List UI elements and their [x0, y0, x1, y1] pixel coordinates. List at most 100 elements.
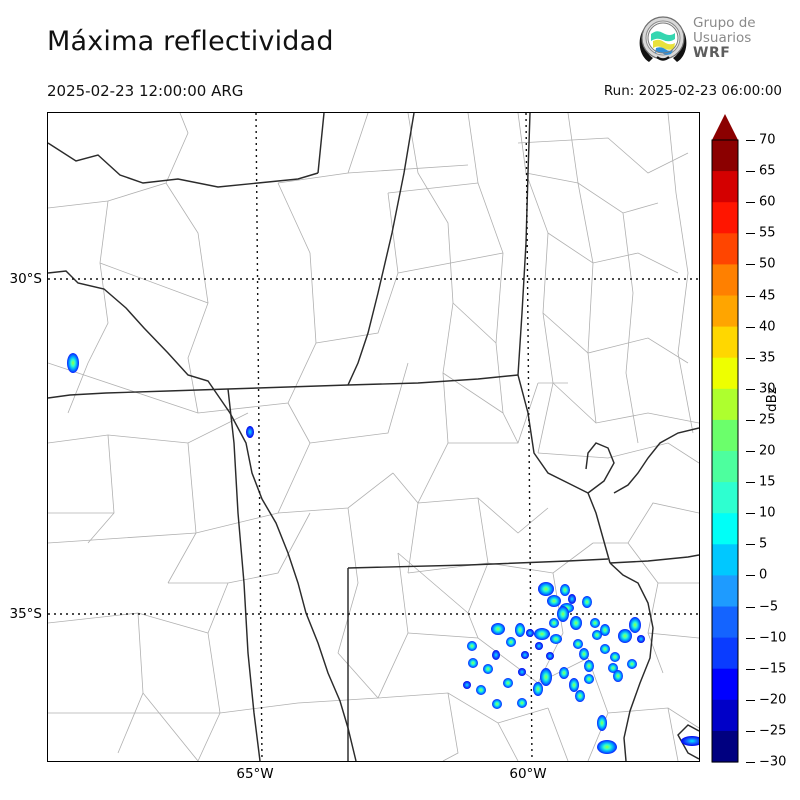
- colorbar-tick-mark-45: [746, 295, 755, 297]
- radar-echo: [476, 685, 486, 695]
- colorbar-tick-label--30: −30: [759, 754, 787, 770]
- colorbar-band--20: [712, 668, 738, 701]
- logo-line-2: Usuarios: [693, 30, 752, 46]
- logo-line-1: Grupo de: [693, 15, 756, 31]
- radar-echo: [597, 715, 607, 731]
- colorbar-band-35: [712, 326, 738, 359]
- radar-echo: [559, 667, 569, 679]
- radar-echo: [575, 690, 585, 702]
- radar-echo: [637, 635, 645, 643]
- radar-echo-layer: [67, 353, 699, 754]
- colorbar-tick-mark--25: [746, 730, 755, 732]
- radar-echo: [568, 594, 576, 604]
- radar-echo: [600, 624, 610, 636]
- radar-echo: [492, 650, 500, 660]
- colorbar-tick-mark-65: [746, 171, 755, 173]
- colorbar-tick-label-50: 50: [759, 256, 776, 272]
- radar-echo: [570, 616, 582, 630]
- graticule-lon-65W: [255, 113, 263, 761]
- colorbar-tick-label-25: 25: [759, 412, 776, 428]
- colorbar-tick-mark-20: [746, 451, 755, 452]
- radar-echo: [613, 670, 623, 682]
- radar-echo: [590, 618, 600, 628]
- radar-echo: [503, 678, 513, 688]
- colorbar-tick-mark-0: [746, 575, 755, 577]
- colorbar-band-60: [712, 171, 738, 203]
- colorbar-tick-label-10: 10: [759, 505, 776, 521]
- radar-echo: [592, 630, 602, 640]
- colorbar-gradient: [711, 114, 739, 763]
- lon-label-60W: 60°W: [509, 766, 547, 782]
- colorbar-tick-mark-25: [746, 419, 755, 421]
- colorbar-band--15: [712, 637, 738, 670]
- colorbar-tick-label-0: 0: [759, 567, 768, 583]
- radar-echo: [557, 606, 569, 622]
- radar-echo: [681, 736, 699, 746]
- colorbar-band-20: [712, 419, 738, 452]
- colorbar-tick-label-55: 55: [759, 225, 776, 241]
- radar-echo: [597, 740, 617, 754]
- map-canvas[interactable]: [48, 113, 699, 761]
- colorbar-tick-label-60: 60: [759, 194, 776, 210]
- radar-echo: [600, 644, 610, 654]
- radar-echo: [582, 596, 592, 608]
- logo-line-wrf: WRF: [693, 45, 731, 61]
- colorbar-tick-mark--30: [746, 762, 755, 763]
- radar-echo: [518, 668, 526, 676]
- radar-echo: [463, 681, 471, 689]
- colorbar-band-5: [712, 513, 738, 545]
- colorbar-tick-label-5: 5: [759, 536, 768, 552]
- colorbar-tick-label--5: −5: [759, 599, 779, 614]
- colorbar-tick-mark-30: [746, 388, 755, 390]
- lat-label-30S: 30°S: [9, 271, 43, 287]
- colorbar-tick-mark-70: [746, 140, 755, 141]
- radar-echo: [608, 663, 618, 673]
- colorbar-band-25: [712, 388, 738, 421]
- colorbar-tick-label--15: −15: [759, 661, 787, 677]
- radar-echo: [629, 617, 641, 633]
- lat-label-35S: 35°S: [9, 606, 43, 622]
- colorbar-band--5: [712, 575, 738, 608]
- radar-echo: [515, 623, 525, 637]
- colorbar-tick-mark--5: [746, 606, 755, 608]
- lon-label-65W: 65°W: [236, 766, 274, 782]
- radar-echo: [584, 674, 594, 684]
- radar-echo: [546, 652, 554, 660]
- colorbar-band--30: [712, 730, 738, 763]
- radar-echo: [506, 637, 516, 647]
- radar-echo: [540, 668, 552, 686]
- radar-echo: [526, 629, 534, 637]
- wrf-user-group-logo: Grupo de Usuarios WRF: [637, 14, 797, 72]
- radar-echo: [618, 629, 632, 643]
- radar-echo: [584, 660, 594, 672]
- radar-echo: [573, 639, 583, 649]
- graticule-lines: [48, 113, 699, 761]
- colorbar-band-45: [712, 264, 738, 297]
- colorbar-extend-arrow: [712, 114, 738, 140]
- colorbar-tick-label-35: 35: [759, 350, 776, 366]
- radar-echo: [521, 651, 529, 659]
- colorbar-band-15: [712, 451, 738, 483]
- colorbar-tick-label-15: 15: [759, 474, 776, 490]
- colorbar-band-65: [712, 140, 738, 172]
- department-boundaries: [48, 113, 699, 761]
- colorbar-tick-mark--10: [746, 637, 755, 639]
- colorbar-tick-mark-60: [746, 202, 755, 204]
- radar-echo: [535, 642, 543, 650]
- province-boundaries: [48, 113, 699, 761]
- colorbar-band-30: [712, 357, 738, 390]
- colorbar-band--25: [712, 699, 738, 732]
- reflectivity-colorbar[interactable]: 70 65 60 55 50 45 40 35 30 25 20 15 10 5 0 −5 −10 −15 −20−…: [706, 112, 800, 772]
- reflectivity-map[interactable]: [47, 112, 700, 762]
- colorbar-tick-label-70: 70: [759, 132, 776, 148]
- graticule-lon-60W: [525, 113, 533, 761]
- colorbar-band--10: [712, 606, 738, 639]
- radar-echo: [534, 628, 550, 640]
- radar-echo: [550, 634, 562, 644]
- colorbar-axis-label: dBz: [764, 387, 780, 412]
- radar-echo: [538, 582, 554, 596]
- radar-echo: [492, 699, 502, 709]
- colorbar-tick-label-20: 20: [759, 443, 776, 459]
- colorbar-band-40: [712, 295, 738, 328]
- colorbar-ticks: 70 65 60 55 50 45 40 35 30 25 20 15 10 5 0 −5 −10 −15 −20−…: [746, 112, 800, 770]
